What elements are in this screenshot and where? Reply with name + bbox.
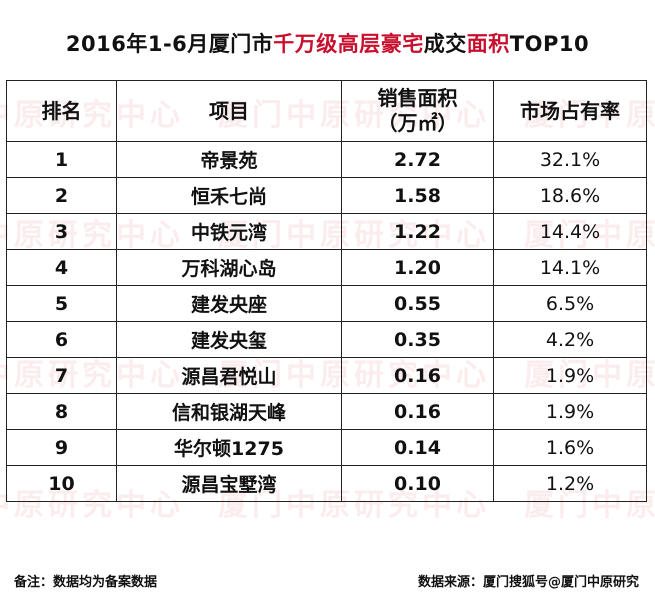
title-part-4: 面积 <box>466 32 510 56</box>
project-cell: 建发央玺 <box>116 321 342 358</box>
table-row: 2 恒禾七尚 1.58 18.6% <box>6 177 647 214</box>
ranking-table: 排名 项目 销售面积 （万㎡） 市场占有率 1 帝景苑 2.72 32.1% 2 恒禾七尚… <box>6 80 647 502</box>
project-cell: 恒禾七尚 <box>116 177 342 214</box>
header-project: 项目 <box>116 80 342 142</box>
project-cell: 中铁元湾 <box>116 213 342 250</box>
header-area-line1: 销售面积 <box>377 86 458 110</box>
header-row: 排名 项目 销售面积 （万㎡） 市场占有率 <box>6 80 647 142</box>
area-cell: 0.16 <box>341 393 494 430</box>
table-row: 10 源昌宝墅湾 0.10 1.2% <box>6 465 647 502</box>
rank-cell: 8 <box>6 393 117 430</box>
table-row: 8 信和银湖天峰 0.16 1.9% <box>6 393 647 430</box>
share-cell: 4.2% <box>493 321 647 358</box>
project-cell: 帝景苑 <box>116 141 342 178</box>
rank-cell: 10 <box>6 465 117 502</box>
rank-cell: 5 <box>6 285 117 322</box>
project-cell: 源昌宝墅湾 <box>116 465 342 502</box>
footer-note: 备注：数据均为备案数据 <box>14 575 158 590</box>
rank-cell: 6 <box>6 321 117 358</box>
rank-cell: 7 <box>6 357 117 394</box>
header-rank: 排名 <box>6 80 117 142</box>
footer-source: 数据来源：厦门搜狐号@厦门中原研究 <box>417 575 639 590</box>
project-cell: 源昌君悦山 <box>116 357 342 394</box>
table-row: 9 华尔顿1275 0.14 1.6% <box>6 429 647 466</box>
share-cell: 18.6% <box>493 177 647 214</box>
table-row: 5 建发央座 0.55 6.5% <box>6 285 647 322</box>
share-cell: 32.1% <box>493 141 647 178</box>
share-cell: 1.9% <box>493 393 647 430</box>
share-cell: 1.6% <box>493 429 647 466</box>
project-cell: 万科湖心岛 <box>116 249 342 286</box>
area-cell: 2.72 <box>341 141 494 178</box>
project-cell: 信和银湖天峰 <box>116 393 342 430</box>
area-cell: 0.35 <box>341 321 494 358</box>
share-cell: 1.2% <box>493 465 647 502</box>
rank-cell: 2 <box>6 177 117 214</box>
header-share: 市场占有率 <box>493 80 647 142</box>
area-cell: 0.55 <box>341 285 494 322</box>
area-cell: 1.20 <box>341 249 494 286</box>
share-cell: 14.1% <box>493 249 647 286</box>
rank-cell: 4 <box>6 249 117 286</box>
table-row: 4 万科湖心岛 1.20 14.1% <box>6 249 647 286</box>
table-row: 3 中铁元湾 1.22 14.4% <box>6 213 647 250</box>
title-part-3: 成交 <box>423 32 467 56</box>
rank-cell: 9 <box>6 429 117 466</box>
area-cell: 0.10 <box>341 465 494 502</box>
area-cell: 1.58 <box>341 177 494 214</box>
table-row: 7 源昌君悦山 0.16 1.9% <box>6 357 647 394</box>
area-cell: 0.16 <box>341 357 494 394</box>
share-cell: 14.4% <box>493 213 647 250</box>
header-area: 销售面积 （万㎡） <box>341 80 494 142</box>
rank-cell: 1 <box>6 141 117 178</box>
title-part-2: 千万级高层豪宅 <box>273 32 424 56</box>
title-part-5: TOP10 <box>509 32 590 56</box>
header-area-line2: （万㎡） <box>377 111 458 135</box>
table-body: 1 帝景苑 2.72 32.1% 2 恒禾七尚 1.58 18.6% 3 中铁元湾 1.22 14.4… <box>6 141 647 502</box>
title-part-1: 2016年1-6月厦门市 <box>65 32 274 56</box>
share-cell: 6.5% <box>493 285 647 322</box>
rank-cell: 3 <box>6 213 117 250</box>
area-cell: 1.22 <box>341 213 494 250</box>
table-row: 1 帝景苑 2.72 32.1% <box>6 141 647 178</box>
area-cell: 0.14 <box>341 429 494 466</box>
table-row: 6 建发央玺 0.35 4.2% <box>6 321 647 358</box>
project-cell: 建发央座 <box>116 285 342 322</box>
share-cell: 1.9% <box>493 357 647 394</box>
chart-title: 2016年1-6月厦门市千万级高层豪宅成交面积TOP10 <box>0 8 655 80</box>
project-cell: 华尔顿1275 <box>116 429 342 466</box>
